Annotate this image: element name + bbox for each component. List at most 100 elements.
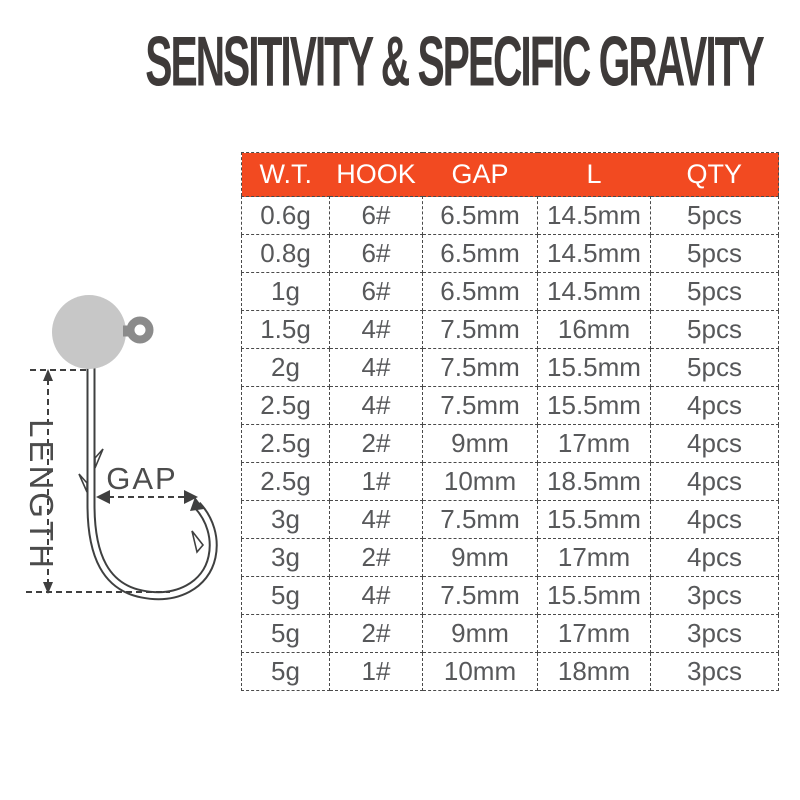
hook-point [190, 497, 204, 511]
table-cell: 9mm [422, 614, 538, 653]
table-row: 5g 4# 7.5mm 15.5mm 3pcs [241, 576, 779, 615]
table-cell: 15.5mm [537, 348, 651, 387]
table-cell: 2# [329, 614, 423, 653]
table-cell: 10mm [422, 462, 538, 501]
table-row: 5g 2# 9mm 17mm 3pcs [241, 614, 779, 653]
table-cell: 5g [241, 614, 330, 653]
column-header: W.T. [241, 152, 330, 197]
table-row: 2g 4# 7.5mm 15.5mm 5pcs [241, 348, 779, 387]
table-cell: 7.5mm [422, 576, 538, 615]
table-cell: 7.5mm [422, 310, 538, 349]
column-header: GAP [422, 152, 538, 197]
table-cell: 5pcs [650, 196, 779, 235]
gap-label: GAP [106, 461, 177, 496]
page-title-text: SENSITIVITY & SPECIFIC GRAVITY [145, 21, 764, 101]
table-cell: 2.5g [241, 462, 330, 501]
table-cell: 4pcs [650, 462, 779, 501]
table-row: 2.5g 1# 10mm 18.5mm 4pcs [241, 462, 779, 501]
hook-barbs [78, 448, 205, 554]
table-cell: 0.6g [241, 196, 330, 235]
table-cell: 5pcs [650, 348, 779, 387]
column-header: QTY [650, 152, 779, 197]
table-cell: 6# [329, 196, 423, 235]
table-cell: 5g [241, 652, 330, 691]
table-cell: 1# [329, 652, 423, 691]
table-cell: 3g [241, 538, 330, 577]
table-cell: 6# [329, 272, 423, 311]
table-cell: 2.5g [241, 386, 330, 425]
page-title: SENSITIVITY & SPECIFIC GRAVITY [0, 24, 800, 100]
table-row: 3g 4# 7.5mm 15.5mm 4pcs [241, 500, 779, 539]
spec-table: W.T. HOOK GAP L QTY 0.6g 6# 6.5mm 14.5mm 5pcs 0.8… [241, 152, 779, 691]
table-cell: 2.5g [241, 424, 330, 463]
table-cell: 3pcs [650, 614, 779, 653]
table-row: 2.5g 2# 9mm 17mm 4pcs [241, 424, 779, 463]
table-cell: 7.5mm [422, 500, 538, 539]
table-cell: 18mm [537, 652, 651, 691]
table-cell: 14.5mm [537, 196, 651, 235]
table-cell: 17mm [537, 424, 651, 463]
length-dimension [26, 369, 170, 594]
table-cell: 7.5mm [422, 348, 538, 387]
table-row: 1g 6# 6.5mm 14.5mm 5pcs [241, 272, 779, 311]
table-cell: 4pcs [650, 424, 779, 463]
table-row: 1.5g 4# 7.5mm 16mm 5pcs [241, 310, 779, 349]
eyelet-ring [126, 316, 154, 344]
table-cell: 2# [329, 538, 423, 577]
table-row: 5g 1# 10mm 18mm 3pcs [241, 652, 779, 691]
table-cell: 15.5mm [537, 500, 651, 539]
table-cell: 17mm [537, 538, 651, 577]
jig-hook-diagram: LENGTH GAP [23, 295, 218, 601]
table-cell: 1g [241, 272, 330, 311]
table-row: 0.6g 6# 6.5mm 14.5mm 5pcs [241, 196, 779, 235]
table-row: 3g 2# 9mm 17mm 4pcs [241, 538, 779, 577]
length-label: LENGTH [23, 419, 60, 571]
table-cell: 10mm [422, 652, 538, 691]
table-cell: 1.5g [241, 310, 330, 349]
table-cell: 3g [241, 500, 330, 539]
table-cell: 15.5mm [537, 576, 651, 615]
table-cell: 1# [329, 462, 423, 501]
table-cell: 2# [329, 424, 423, 463]
table-cell: 16mm [537, 310, 651, 349]
table-cell: 4# [329, 310, 423, 349]
table-cell: 18.5mm [537, 462, 651, 501]
table-cell: 2g [241, 348, 330, 387]
table-cell: 4# [329, 386, 423, 425]
table-cell: 5pcs [650, 272, 779, 311]
table-cell: 5pcs [650, 234, 779, 273]
table-cell: 4pcs [650, 386, 779, 425]
table-cell: 14.5mm [537, 234, 651, 273]
spec-table-body: 0.6g 6# 6.5mm 14.5mm 5pcs 0.8g 6# 6.5mm 14.5mm 5p… [241, 196, 779, 691]
table-cell: 4# [329, 500, 423, 539]
gap-dimension [96, 490, 198, 504]
table-cell: 9mm [422, 538, 538, 577]
table-cell: 5g [241, 576, 330, 615]
table-cell: 6.5mm [422, 234, 538, 273]
table-cell: 5pcs [650, 310, 779, 349]
header-row: W.T. HOOK GAP L QTY [241, 152, 779, 197]
table-cell: 6.5mm [422, 272, 538, 311]
table-row: 2.5g 4# 7.5mm 15.5mm 4pcs [241, 386, 779, 425]
table-cell: 4pcs [650, 500, 779, 539]
table-cell: 4# [329, 348, 423, 387]
table-row: 0.8g 6# 6.5mm 14.5mm 5pcs [241, 234, 779, 273]
table-cell: 4# [329, 576, 423, 615]
table-cell: 6# [329, 234, 423, 273]
column-header: HOOK [329, 152, 423, 197]
table-cell: 15.5mm [537, 386, 651, 425]
table-cell: 6.5mm [422, 196, 538, 235]
table-cell: 14.5mm [537, 272, 651, 311]
table-cell: 17mm [537, 614, 651, 653]
column-header: L [537, 152, 651, 197]
table-cell: 4pcs [650, 538, 779, 577]
table-cell: 9mm [422, 424, 538, 463]
table-cell: 0.8g [241, 234, 330, 273]
table-cell: 3pcs [650, 652, 779, 691]
table-cell: 7.5mm [422, 386, 538, 425]
table-cell: 3pcs [650, 576, 779, 615]
hook-wire [86, 345, 218, 601]
spec-table-container: W.T. HOOK GAP L QTY 0.6g 6# 6.5mm 14.5mm 5pcs 0.8… [241, 152, 779, 691]
spec-table-header: W.T. HOOK GAP L QTY [241, 152, 779, 197]
